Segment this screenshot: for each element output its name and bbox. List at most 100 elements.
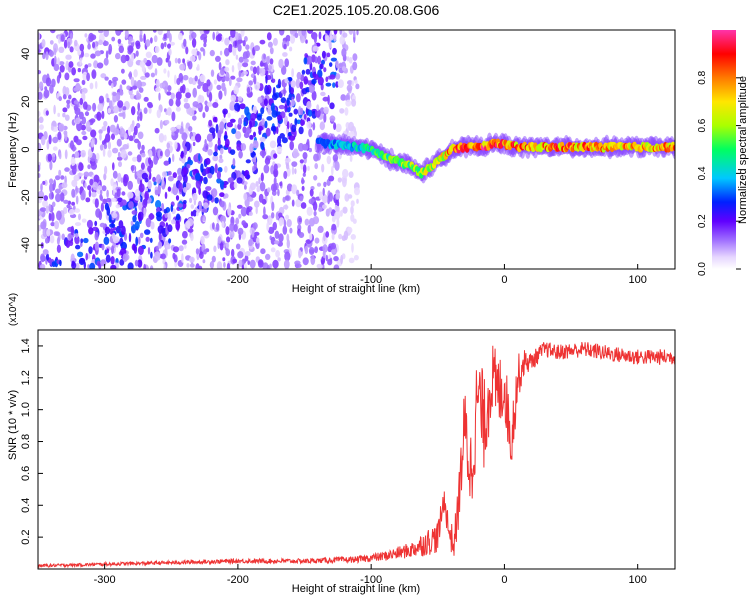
noise-dot [77,251,84,258]
noise-dot [204,30,209,34]
noise-dot [200,163,204,173]
noise-dot [74,39,78,47]
noise-dot [251,158,257,163]
noise-dot [81,49,84,58]
noise-dot [190,136,195,142]
noise-dot [84,33,88,38]
noise-dot [314,163,319,170]
noise-dot [232,50,237,56]
noise-dot [335,192,341,200]
noise-dot [50,222,55,227]
noise-dot [314,56,318,64]
noise-dot [208,92,213,102]
noise-dot [181,132,188,141]
noise-dot [143,207,146,218]
noise-dot [144,72,150,78]
noise-dot [89,178,94,186]
noise-dot [285,34,291,42]
noise-dot [103,173,107,181]
noise-dot [236,143,241,151]
noise-dot [110,178,114,187]
noise-dot [207,101,213,107]
noise-dot [347,226,353,234]
noise-dot [70,140,74,150]
noise-dot [229,118,236,123]
noise-dot [351,242,354,253]
noise-dot [40,253,46,263]
noise-dot [145,39,151,47]
noise-dot [212,102,219,108]
colorbar-tick-label: 0.8 [697,70,708,84]
noise-dot [211,255,216,263]
noise-dot [205,145,208,150]
y-tick-label: -20 [20,189,32,205]
noise-dot [353,30,356,38]
noise-dot [244,184,247,190]
noise-dot [92,102,97,112]
noise-dot [325,82,332,87]
noise-dot [286,167,291,177]
noise-dot [164,41,167,48]
noise-dot [53,104,56,115]
noise-dot [97,185,102,190]
noise-dot [79,57,82,66]
noise-dot [270,247,276,253]
x-tick-label: -200 [227,274,249,286]
noise-dot [74,222,82,227]
noise-dot [38,81,44,90]
noise-dot [140,162,145,170]
noise-dot [253,160,257,171]
noise-dot [62,94,67,100]
noise-dot [49,183,54,193]
noise-dot [189,55,196,62]
noise-dot [230,30,236,38]
noise-dot [73,78,80,83]
noise-dot [59,259,62,267]
noise-dot [136,154,142,163]
noise-dot [170,219,176,225]
noise-dot [301,69,306,75]
noise-dot [269,58,274,65]
noise-dot [80,192,85,201]
noise-dot [157,241,163,249]
noise-dot [185,220,191,229]
noise-dot [151,54,158,64]
noise-dot [269,47,274,55]
noise-dot [255,206,258,215]
noise-dot [131,85,138,90]
noise-dot [61,182,68,189]
noise-dot [94,220,98,227]
noise-dot [323,113,327,123]
noise-dot [131,223,136,234]
noise-dot [116,197,123,203]
noise-dot [252,222,258,230]
noise-dot [211,188,218,198]
noise-dot [317,264,323,269]
noise-dot [255,181,259,187]
noise-dot [277,114,283,121]
noise-dot [338,210,341,218]
noise-dot [195,211,199,217]
noise-dot [84,52,90,58]
noise-dot [80,238,84,244]
y-tick-label: 0.2 [20,529,32,544]
noise-dot [337,177,342,183]
noise-dot [330,242,337,250]
noise-dot [289,34,296,44]
noise-dot [209,127,216,134]
noise-dot [285,163,290,170]
noise-dot [70,156,76,167]
noise-dot [302,152,308,160]
noise-dot [331,165,334,176]
noise-dot [78,111,84,120]
noise-dot [91,69,97,80]
noise-dot [118,45,125,54]
noise-dot [134,259,139,267]
noise-dot [150,37,153,44]
noise-dot [231,128,237,135]
noise-dot [202,112,206,119]
noise-dot [239,103,246,110]
noise-dot [121,79,127,85]
noise-dot [153,181,157,186]
noise-dot [234,102,241,112]
